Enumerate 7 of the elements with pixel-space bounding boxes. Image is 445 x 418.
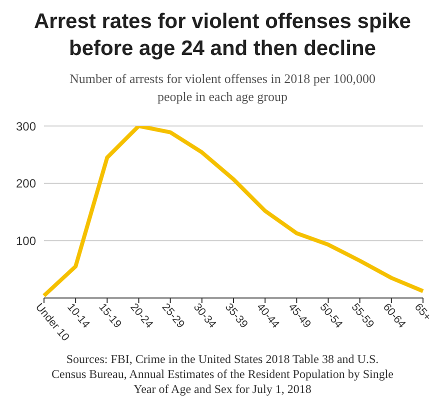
- chart-subtitle: Number of arrests for violent offenses in 2018 per 100,000 people in each age group: [68, 70, 376, 106]
- y-tick-label: 300: [16, 119, 36, 134]
- x-tick-label: 65+: [412, 301, 434, 324]
- y-tick-label: 200: [16, 176, 36, 191]
- source-note: Sources: FBI, Crime in the United States 2018 Table 38 and U.S. Census Bureau, Annual Estimates of the Resident Population by Single Year of Age and Sex for July 1, 2018: [50, 352, 394, 397]
- y-tick-label: 100: [16, 234, 36, 248]
- chart-title: Arrest rates for violent offenses spike before age 24 and then decline: [33, 9, 412, 62]
